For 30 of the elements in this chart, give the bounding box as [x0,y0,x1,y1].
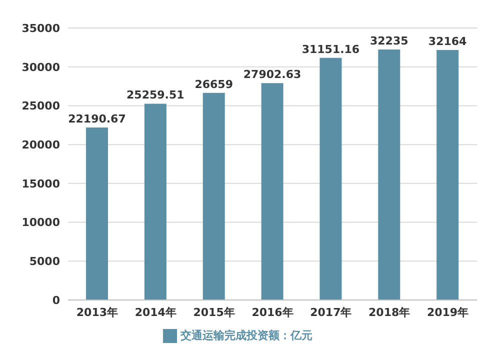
data-label: 31151.16 [302,42,360,56]
bar [86,128,108,300]
data-label: 32164 [428,35,468,48]
y-tick-label: 20000 [22,138,60,152]
bar [320,58,342,300]
bar [144,104,166,300]
data-label: 25259.51 [126,88,184,102]
y-tick-label: 35000 [22,22,60,35]
bar [261,83,284,300]
data-label: 32235 [370,34,408,48]
bar [378,49,400,300]
bar [202,92,225,300]
y-tick-label: 30000 [22,60,60,74]
x-tick-label: 2017年 [310,306,352,319]
y-tick-label: 10000 [22,216,60,230]
y-tick-label: 0 [52,294,60,307]
data-label: 26659 [194,78,233,91]
y-tick-label: 15000 [22,177,60,190]
x-tick-label: 2019年 [426,306,469,319]
legend-label: 交通运输完成投资额：亿元 [180,329,312,342]
x-tick-label: 2013年 [76,306,118,319]
x-tick-label: 2018年 [368,306,410,319]
y-tick-label: 5000 [29,255,60,268]
data-label: 27902.63 [243,68,302,82]
x-tick-label: 2015年 [193,306,235,319]
bar [436,50,459,300]
x-tick-label: 2014年 [134,306,176,319]
y-tick-label: 25000 [22,100,60,113]
x-tick-label: 2016年 [252,306,294,319]
data-label: 22190.67 [68,112,126,126]
